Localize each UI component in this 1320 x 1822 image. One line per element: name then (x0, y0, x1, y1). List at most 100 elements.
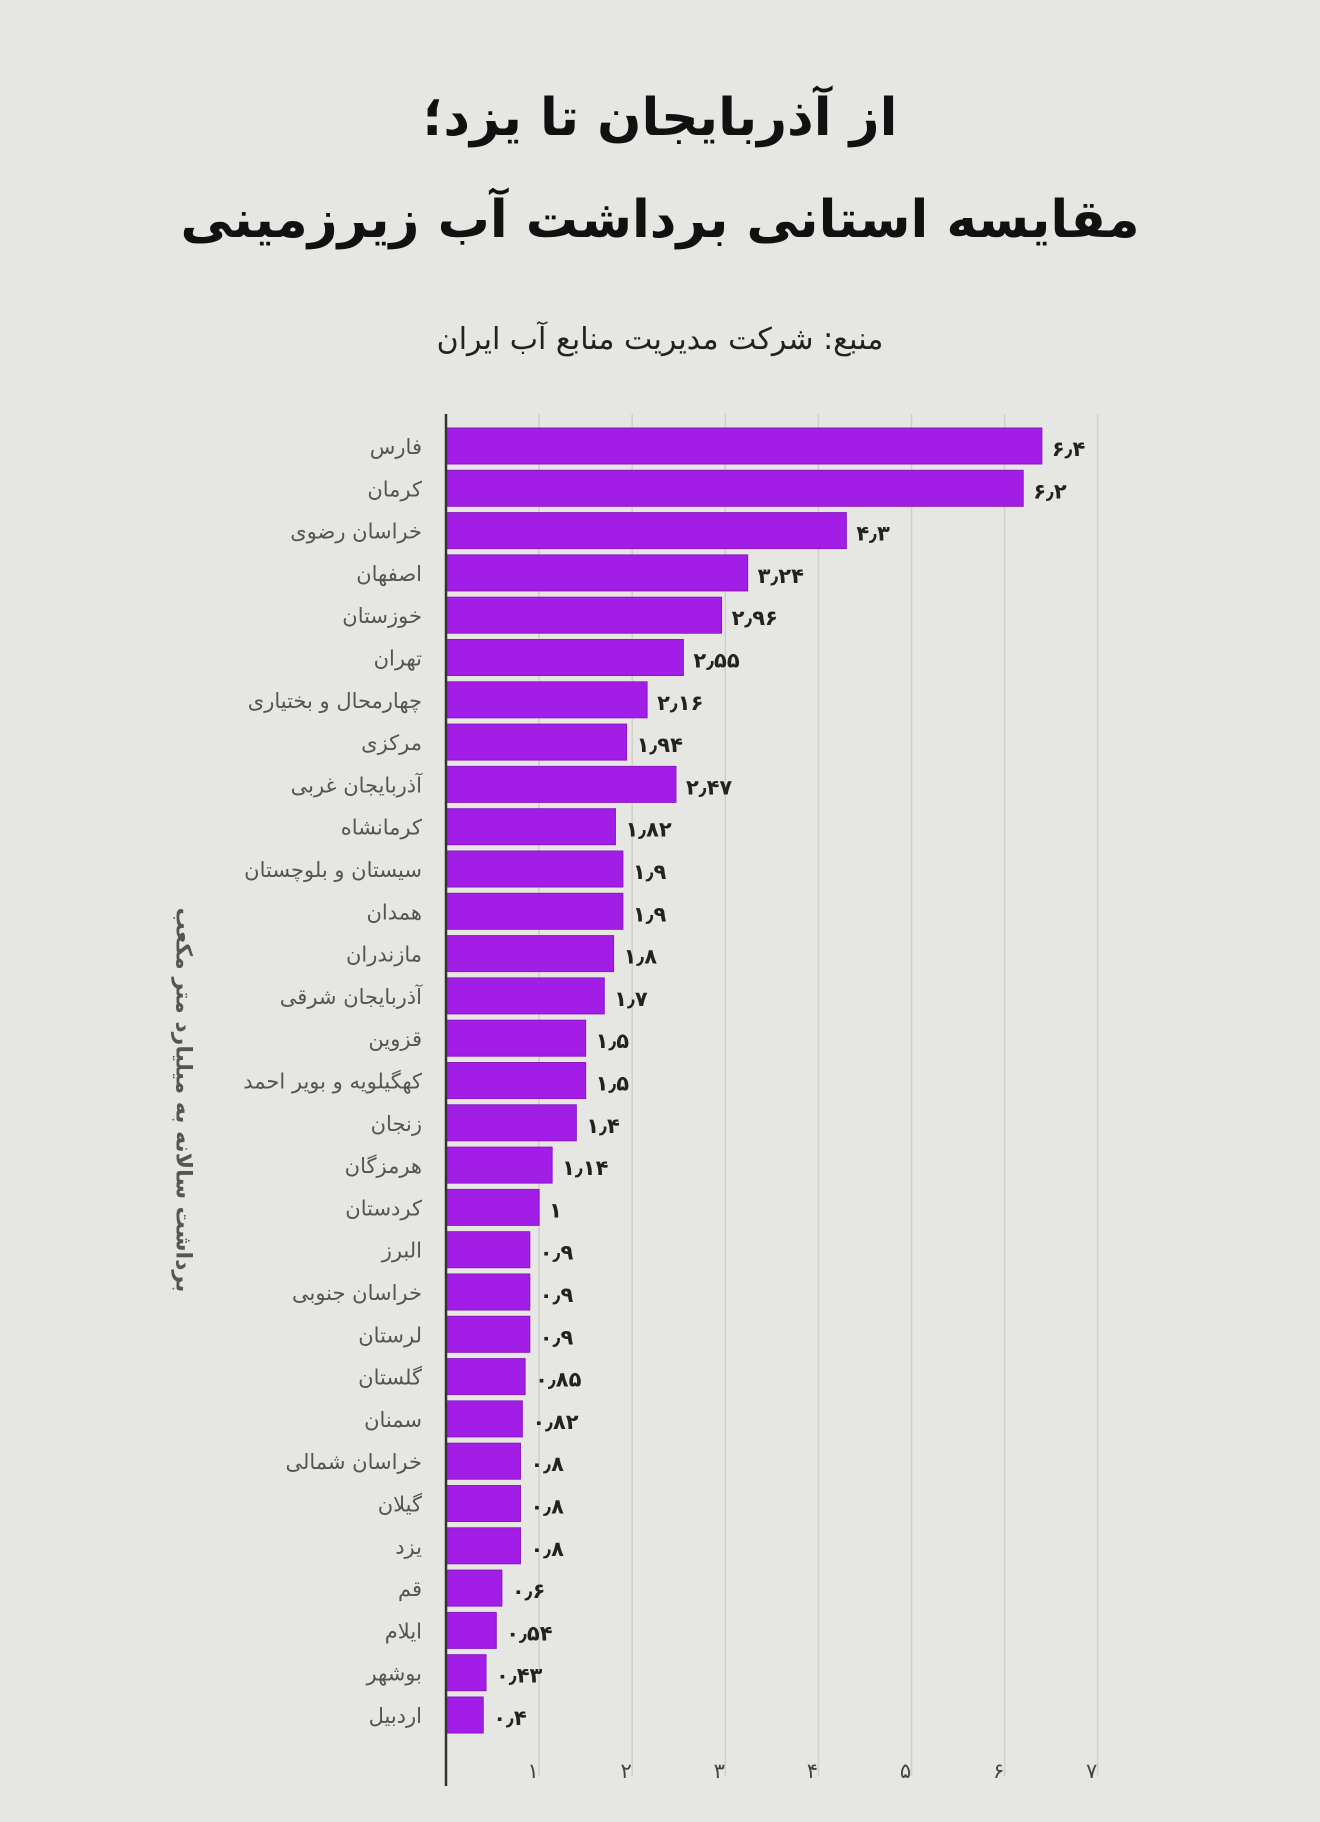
bar (445, 1188, 540, 1226)
bar (445, 1104, 577, 1142)
category-label: کرمان (367, 477, 422, 501)
value-label: ۲٫۴۷ (686, 775, 732, 799)
category-label: اردبیل (369, 1704, 422, 1728)
bar (445, 1062, 587, 1099)
category-label: خراسان شمالی (285, 1450, 422, 1474)
value-label: ۶٫۲ (1033, 479, 1067, 503)
bar (445, 765, 677, 803)
bar (445, 1146, 553, 1184)
bar (445, 1569, 503, 1607)
x-tick-label: ۲ (621, 1759, 632, 1783)
value-label: ۰٫۸ (530, 1452, 564, 1476)
bar (445, 469, 1024, 507)
category-label: ایلام (385, 1619, 422, 1643)
category-label: آذربایجان غربی (291, 772, 424, 797)
value-label: ۰٫۸ (530, 1537, 564, 1561)
category-label: خوزستان (342, 604, 422, 628)
bar (445, 427, 1043, 465)
value-label: ۰٫۸۵ (535, 1368, 581, 1392)
bar (445, 1231, 531, 1269)
x-tick-label: ۵ (900, 1759, 911, 1783)
bar (445, 1315, 531, 1353)
category-label: سمنان (364, 1408, 422, 1432)
value-label: ۱ (549, 1198, 562, 1222)
chart-title-line-2: مقایسه استانی برداشت آب زیرزمینی (180, 190, 1140, 250)
category-label: همدان (367, 900, 423, 924)
category-label: تهران (374, 647, 423, 671)
bar (445, 681, 648, 719)
value-label: ۱٫۸ (624, 945, 658, 969)
value-label: ۱٫۱۴ (562, 1156, 608, 1180)
value-label: ۰٫۸۲ (532, 1410, 578, 1434)
bar (445, 1485, 521, 1522)
value-label: ۰٫۴۳ (496, 1664, 542, 1688)
value-label: ۰٫۹ (540, 1325, 574, 1349)
value-label: ۰٫۹ (540, 1283, 574, 1307)
x-tick-label: ۱ (527, 1759, 538, 1783)
bar (445, 1654, 487, 1692)
category-label: فارس (370, 435, 422, 459)
category-label: مرکزی (361, 731, 422, 755)
bar (445, 1442, 521, 1480)
bar (445, 1527, 521, 1565)
bar (445, 977, 605, 1015)
category-label: اصفهان (356, 562, 422, 586)
chart-title-line-1: از آذربایجان تا یزد؛ (422, 88, 898, 148)
category-label: یزد (395, 1535, 422, 1559)
chart-source: منبع: شرکت مدیریت منابع آب ایران (436, 322, 884, 357)
value-label: ۱٫۷ (614, 987, 648, 1011)
value-label: ۰٫۵۴ (506, 1621, 552, 1645)
category-label: بوشهر (365, 1662, 422, 1686)
value-label: ۱٫۴ (586, 1114, 620, 1138)
category-label: البرز (381, 1239, 422, 1263)
bar (445, 935, 615, 973)
category-label: خراسان جنوبی (292, 1281, 422, 1305)
category-label: کهگیلویه و بویر احمد (243, 1070, 422, 1094)
x-tick-label: ۷ (1086, 1759, 1097, 1783)
category-label: زنجان (371, 1112, 422, 1136)
value-label: ۰٫۹ (540, 1241, 574, 1265)
value-label: ۱٫۵ (596, 1072, 630, 1096)
value-label: ۱٫۵ (596, 1029, 630, 1053)
category-label: هرمزگان (345, 1154, 422, 1178)
bar (445, 850, 624, 888)
category-label: گلستان (358, 1366, 422, 1390)
category-label: قم (398, 1577, 422, 1602)
category-label: کرمانشاه (341, 816, 422, 840)
category-label: آذربایجان شرقی (280, 984, 423, 1009)
value-label: ۱٫۹ (633, 860, 667, 884)
bar (445, 892, 624, 930)
bar (445, 723, 628, 761)
category-label: لرستان (358, 1323, 422, 1347)
value-label: ۰٫۴ (493, 1706, 527, 1730)
value-label: ۲٫۱۶ (657, 691, 703, 715)
x-tick-label: ۶ (993, 1759, 1004, 1783)
category-label: مازندران (346, 943, 422, 967)
bar (445, 1696, 484, 1734)
bar (445, 808, 616, 846)
category-label: خراسان رضوی (290, 520, 422, 544)
value-label: ۱٫۹۴ (637, 733, 683, 757)
value-label: ۱٫۸۲ (625, 818, 671, 842)
x-tick-label: ۳ (714, 1759, 725, 1783)
value-label: ۰٫۸ (530, 1495, 564, 1519)
bar (445, 1400, 523, 1438)
category-label: قزوین (368, 1027, 422, 1051)
value-label: ۶٫۴ (1052, 437, 1086, 461)
value-label: ۲٫۹۶ (732, 606, 778, 630)
value-label: ۳٫۲۴ (758, 564, 804, 588)
category-label: چهارمحال و بختیاری (248, 689, 422, 713)
bar (445, 1358, 526, 1396)
category-label: گیلان (378, 1493, 422, 1517)
value-label: ۲٫۵۵ (693, 649, 739, 673)
x-tick-label: ۴ (807, 1759, 818, 1783)
value-label: ۱٫۹ (633, 902, 667, 926)
value-label: ۰٫۶ (512, 1579, 545, 1603)
bar (445, 554, 749, 592)
category-label: سیستان و بلوچستان (244, 858, 422, 882)
bar (445, 1273, 531, 1311)
bar (445, 1019, 587, 1057)
bar (445, 639, 684, 676)
bar (445, 512, 847, 550)
value-label: ۴٫۳ (856, 522, 890, 546)
